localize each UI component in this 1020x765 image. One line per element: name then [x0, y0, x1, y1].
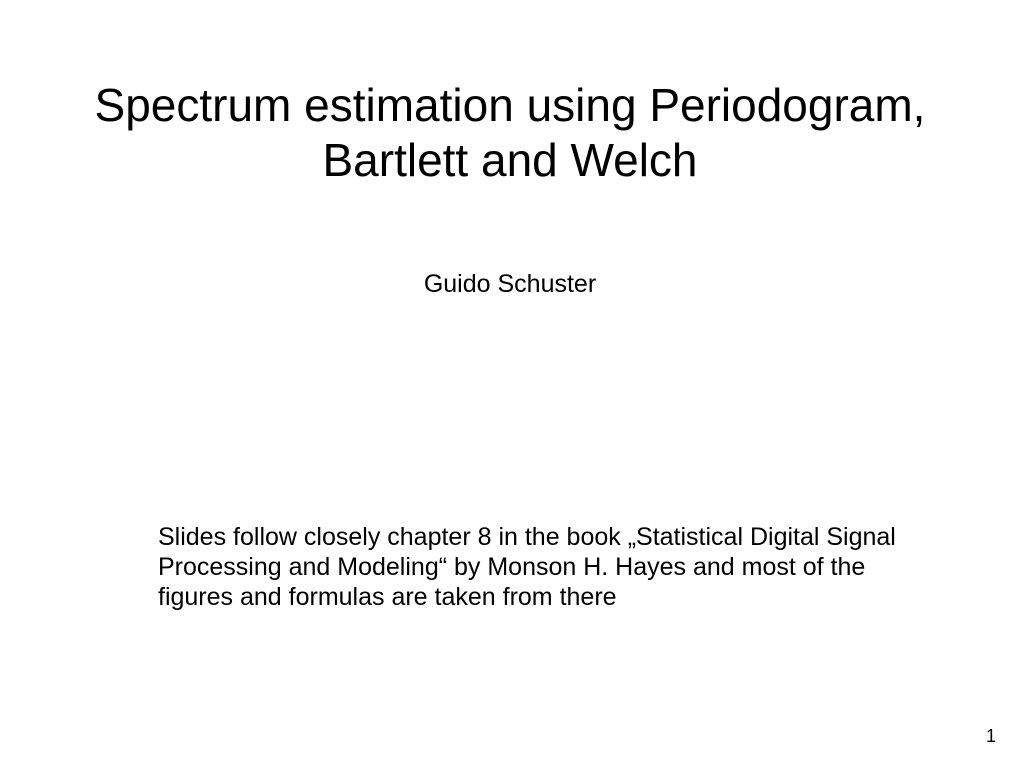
- page-number: 1: [986, 726, 996, 747]
- slide-title: Spectrum estimation using Periodogram, B…: [0, 0, 1020, 188]
- slide-body-text: Slides follow closely chapter 8 in the b…: [158, 522, 915, 612]
- slide-author: Guido Schuster: [0, 270, 1020, 299]
- slide-container: Spectrum estimation using Periodogram, B…: [0, 0, 1020, 765]
